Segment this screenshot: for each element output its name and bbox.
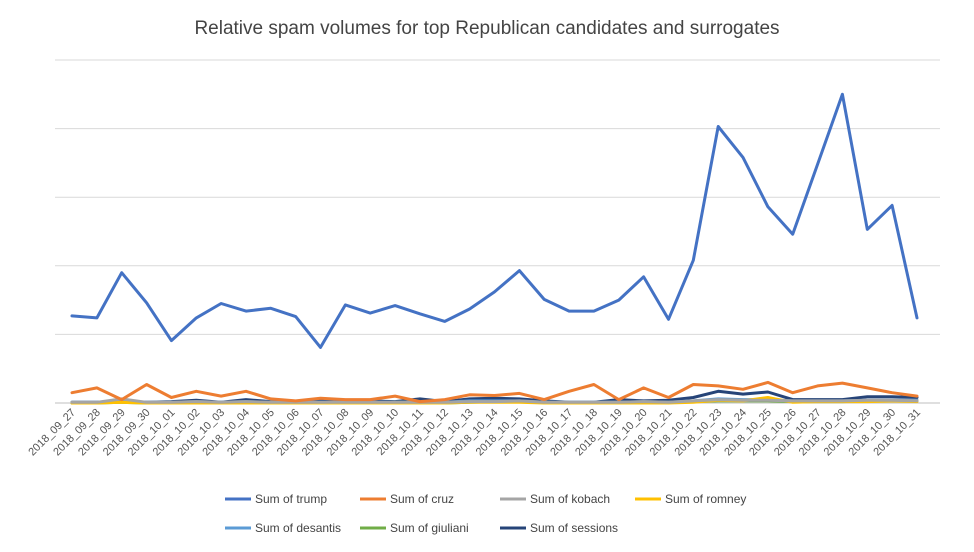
series-line-kobach bbox=[70, 397, 919, 404]
legend-item: Sum of kobach bbox=[500, 492, 610, 506]
legend-item: Sum of romney bbox=[635, 492, 746, 506]
legend-item: Sum of desantis bbox=[225, 521, 341, 535]
legend-item: Sum of sessions bbox=[500, 521, 618, 535]
legend-item: Sum of cruz bbox=[360, 492, 454, 506]
legend-label: Sum of trump bbox=[255, 492, 327, 506]
legend-item: Sum of trump bbox=[225, 492, 327, 506]
legend-label: Sum of cruz bbox=[390, 492, 454, 506]
legend-item: Sum of giuliani bbox=[360, 521, 469, 535]
series-line-cruz bbox=[70, 380, 919, 404]
series-lines bbox=[70, 92, 919, 405]
legend-label: Sum of sessions bbox=[530, 521, 618, 535]
gridlines bbox=[55, 59, 940, 404]
chart-title: Relative spam volumes for top Republican… bbox=[194, 18, 779, 39]
x-axis-tick-labels: 2018_09_272018_09_282018_09_292018_09_30… bbox=[26, 407, 923, 459]
legend-label: Sum of giuliani bbox=[390, 521, 469, 535]
series-line-trump bbox=[70, 92, 919, 349]
legend-label: Sum of desantis bbox=[255, 521, 341, 535]
legend-label: Sum of romney bbox=[665, 492, 746, 506]
legend: Sum of trump Sum of cruz Sum of kobach Sum … bbox=[225, 492, 746, 535]
legend-label: Sum of kobach bbox=[530, 492, 610, 506]
